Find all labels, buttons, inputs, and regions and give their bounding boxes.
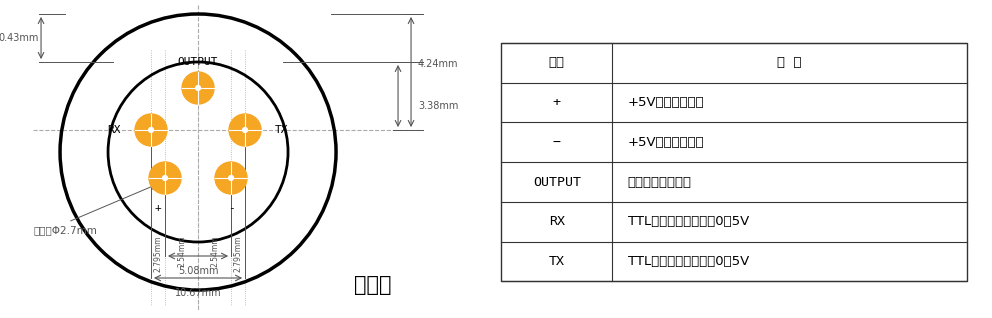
Circle shape — [243, 128, 247, 132]
Circle shape — [229, 114, 261, 146]
Text: 5.08mm: 5.08mm — [178, 266, 218, 276]
Circle shape — [149, 128, 154, 132]
Circle shape — [215, 162, 247, 194]
Circle shape — [149, 162, 181, 194]
Text: 0.43mm: 0.43mm — [0, 33, 39, 43]
Text: 2.54mm: 2.54mm — [177, 235, 186, 266]
Text: 2.795mm: 2.795mm — [233, 235, 242, 272]
Circle shape — [163, 176, 168, 180]
Bar — [501, 43, 967, 281]
Text: 模拟电压信号输出: 模拟电压信号输出 — [628, 176, 691, 189]
Text: TTL电平，串口发送，0～5V: TTL电平，串口发送，0～5V — [628, 255, 749, 268]
Text: 说  明: 说 明 — [778, 56, 802, 69]
Text: 名称: 名称 — [549, 56, 564, 69]
Text: +5V电源输入正极: +5V电源输入正极 — [628, 96, 704, 109]
Text: RX: RX — [549, 215, 564, 228]
Text: +: + — [553, 96, 560, 109]
Text: −: − — [553, 136, 560, 149]
Text: TX: TX — [275, 125, 289, 135]
Text: 2.54mm: 2.54mm — [210, 235, 219, 266]
Text: 底视图: 底视图 — [354, 275, 392, 295]
Text: +5V电源输入负极: +5V电源输入负极 — [628, 136, 704, 149]
Text: RX: RX — [107, 125, 121, 135]
Text: +: + — [155, 203, 162, 213]
Circle shape — [228, 176, 233, 180]
Text: TTL电平，串口接收，0～5V: TTL电平，串口接收，0～5V — [628, 215, 749, 228]
Circle shape — [195, 86, 200, 90]
Text: OUTPUT: OUTPUT — [178, 57, 218, 67]
Text: TX: TX — [549, 255, 564, 268]
Text: 针座孔Φ2.7mm: 针座孔Φ2.7mm — [33, 225, 97, 235]
Text: -: - — [228, 203, 234, 213]
Text: 3.38mm: 3.38mm — [418, 101, 458, 111]
Circle shape — [135, 114, 167, 146]
Text: 4.24mm: 4.24mm — [418, 59, 458, 69]
Text: OUTPUT: OUTPUT — [533, 176, 580, 189]
Circle shape — [183, 72, 214, 104]
Text: 10.67mm: 10.67mm — [175, 288, 221, 298]
Text: 2.795mm: 2.795mm — [154, 235, 163, 272]
